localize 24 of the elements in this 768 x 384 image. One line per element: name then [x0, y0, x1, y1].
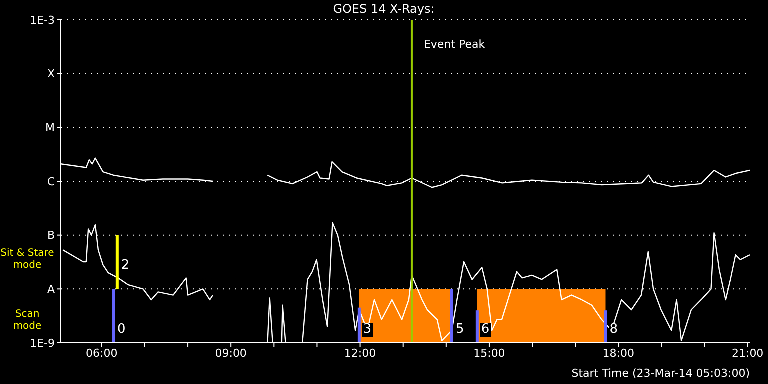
- y-tick-label: 1E-9: [30, 336, 55, 350]
- x-tick-label: 15:00: [474, 346, 506, 360]
- text: Scan mode: [12, 309, 43, 333]
- y-tick-label: 1E-3: [30, 14, 55, 27]
- x-tick-label: 09:00: [215, 346, 247, 360]
- annotation: 8: [608, 322, 620, 337]
- x-tick-label: 18:00: [602, 346, 635, 360]
- ref-line-label: Event Peak: [424, 38, 486, 51]
- x-tick-label: 06:00: [86, 346, 118, 360]
- annotation: 0: [116, 322, 127, 337]
- annotation: 5: [455, 322, 466, 337]
- annotation: 3: [362, 322, 373, 337]
- chart-title: GOES 14 X-Rays:: [333, 2, 435, 16]
- y-tick-label: X: [47, 68, 56, 81]
- y-tick-label: M: [46, 122, 55, 135]
- x-axis-title: Start Time (23-Mar-14 05:03:00): [570, 367, 750, 380]
- x-tick-label: 12:00: [344, 346, 376, 360]
- x-tick-label: 21:00: [732, 346, 764, 360]
- annotation: 6: [480, 322, 491, 337]
- text: Sit & Stare mode: [0, 248, 55, 272]
- y-tick-label: A: [47, 283, 56, 296]
- annotation: 2: [120, 258, 131, 273]
- y-tick-label: B: [47, 229, 55, 242]
- y-tick-label: C: [47, 175, 56, 188]
